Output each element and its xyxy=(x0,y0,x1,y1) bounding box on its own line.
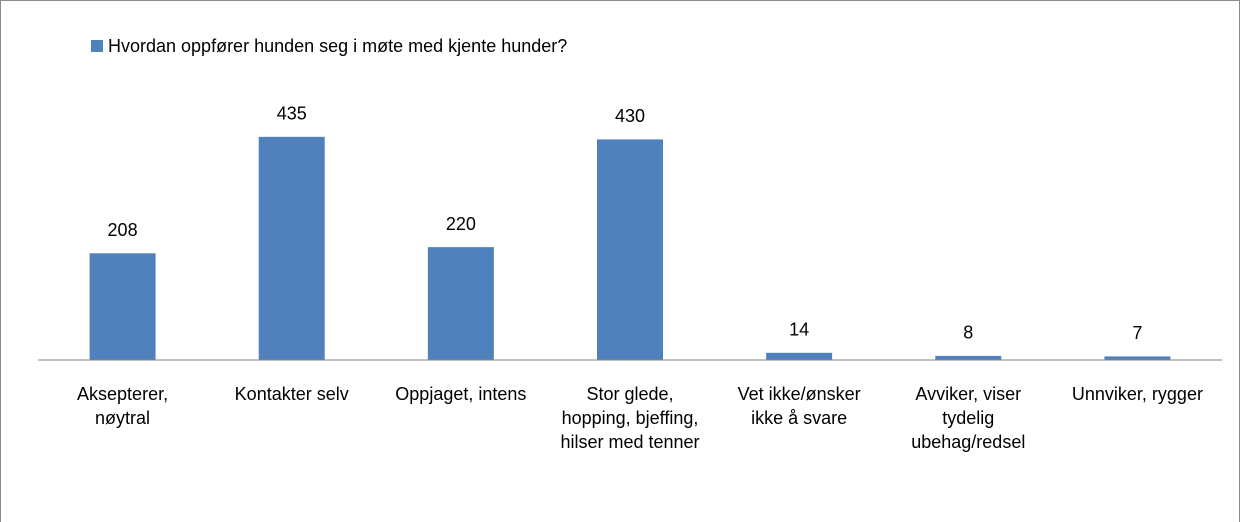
bar xyxy=(935,355,1002,360)
data-label: 435 xyxy=(277,104,307,124)
data-label: 14 xyxy=(789,320,809,340)
x-tick-label: Oppjaget, intens xyxy=(395,384,527,404)
bar xyxy=(89,253,156,360)
x-tick-label: Vet ikke/ønsker ikke å svare xyxy=(737,384,861,428)
bar xyxy=(766,352,833,360)
x-tick-label: Aksepterer, nøytral xyxy=(77,384,169,428)
x-tick-label: Kontakter selv xyxy=(234,384,349,404)
data-label: 208 xyxy=(108,220,138,240)
bar xyxy=(258,136,325,360)
bar xyxy=(1104,356,1171,360)
x-tick-label: Stor glede, hopping, bjeffing, hilser me… xyxy=(560,384,700,452)
x-tick-label: Unnviker, rygger xyxy=(1071,384,1203,404)
legend-label: Hvordan oppfører hunden seg i møte med k… xyxy=(108,36,567,56)
bar xyxy=(427,247,494,360)
data-label: 8 xyxy=(963,323,973,343)
data-label: 7 xyxy=(1132,323,1142,343)
data-label: 220 xyxy=(446,214,476,234)
legend-swatch xyxy=(91,40,103,52)
x-tick-label: Avviker, viser tydelig ubehag/redsel xyxy=(911,384,1026,452)
data-label: 430 xyxy=(615,106,645,126)
bar xyxy=(597,139,663,360)
